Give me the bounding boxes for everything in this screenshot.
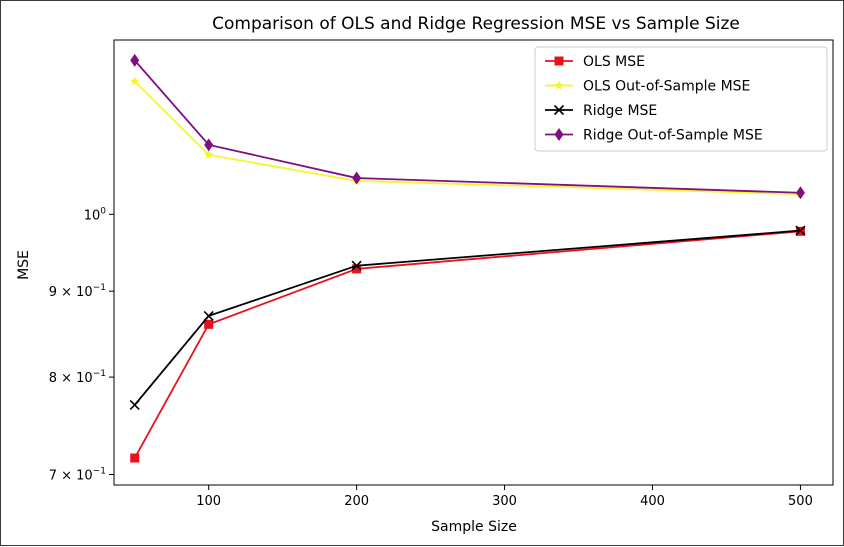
data-point-star — [554, 80, 564, 90]
data-point-diamond — [795, 186, 805, 200]
data-point-square — [554, 56, 564, 66]
x-tick-label: 300 — [492, 494, 517, 509]
legend-entry: OLS MSE — [545, 54, 645, 70]
y-tick-label: 7 × 10−1 — [49, 467, 106, 484]
series-line — [134, 59, 801, 194]
data-point-square — [352, 264, 362, 274]
series-line — [134, 80, 801, 196]
legend: OLS MSE OLS Out-of-Sample MSE Ridge MSE Rid… — [534, 46, 828, 152]
series-line — [133, 230, 801, 459]
chart-title: Comparison of OLS and Ridge Regression M… — [212, 14, 740, 34]
series-line — [134, 229, 801, 406]
data-point-x — [553, 104, 565, 116]
x-axis: 100 200 300 400 500 — [196, 485, 813, 509]
data-point-square — [204, 319, 214, 329]
data-point-square — [130, 453, 140, 463]
data-point-diamond — [204, 138, 214, 152]
x-tick-label: 500 — [788, 494, 813, 509]
legend-label: OLS Out-of-Sample MSE — [583, 79, 750, 95]
data-point-star — [203, 149, 214, 159]
data-point-diamond — [554, 128, 564, 141]
legend-label: OLS MSE — [583, 54, 645, 70]
data-point-x — [129, 399, 140, 411]
legend-entry: Ridge MSE — [545, 103, 657, 119]
y-tick-label: 100 — [84, 206, 107, 223]
series-2 — [129, 225, 806, 411]
legend-entry: OLS Out-of-Sample MSE — [545, 79, 750, 95]
data-point-diamond — [130, 53, 140, 67]
x-axis-label: Sample Size — [431, 519, 517, 535]
y-tick-label: 8 × 10−1 — [49, 369, 106, 386]
data-point-star — [129, 76, 140, 86]
data-point-x — [795, 225, 806, 236]
legend-label: Ridge Out-of-Sample MSE — [583, 128, 763, 144]
y-tick-label: 9 × 10−1 — [49, 283, 106, 300]
legend-label: Ridge MSE — [583, 103, 657, 119]
legend-entry: Ridge Out-of-Sample MSE — [545, 128, 763, 144]
legend-box — [534, 46, 828, 152]
series-3 — [130, 53, 805, 200]
x-tick-label: 200 — [344, 494, 369, 509]
series-layer — [129, 53, 806, 463]
data-point-x — [203, 310, 214, 321]
data-point-diamond — [352, 171, 362, 185]
data-point-x — [351, 260, 362, 271]
y-axis-label: MSE — [16, 250, 32, 280]
x-tick-label: 400 — [640, 494, 665, 509]
x-tick-label: 100 — [196, 494, 221, 509]
y-axis: 7 × 10−1 8 × 10−1 9 × 10−1 100 — [49, 206, 114, 484]
